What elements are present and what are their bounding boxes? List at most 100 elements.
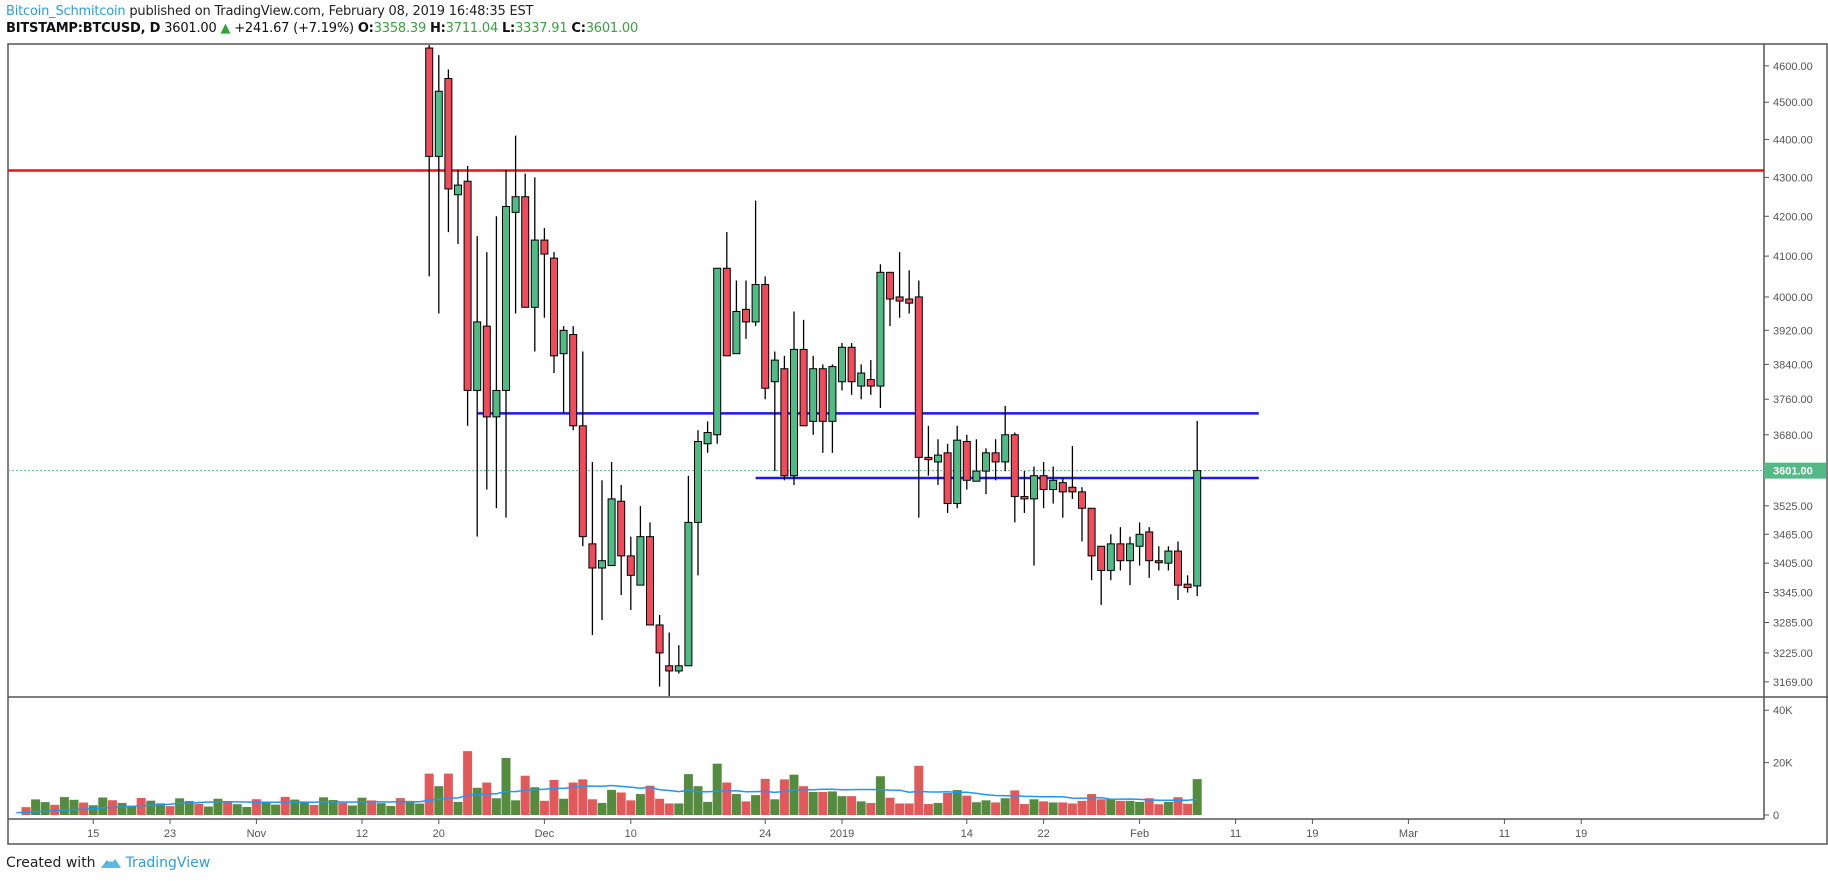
candle-body (1087, 507, 1096, 557)
volume-bar (175, 798, 185, 815)
candle-body (905, 298, 914, 304)
volume-bar (98, 797, 108, 815)
volume-bar (770, 799, 780, 815)
volume-bar (1029, 799, 1039, 815)
volume-bar (357, 797, 367, 815)
candle-body (857, 372, 866, 387)
candle-body (665, 665, 674, 672)
time-axis[interactable]: 15 23 Nov 12 20 Dec 10 24 2019 14 22 Feb 11 19 Mar 11 19 (87, 819, 1587, 840)
drawn-horizontal-lines[interactable] (8, 169, 1764, 480)
candle-body (1039, 475, 1048, 491)
tradingview-link[interactable]: TradingView (125, 855, 211, 871)
price-tick-label: 4300.00 (1773, 172, 1813, 184)
candle-body (598, 560, 606, 569)
candle-body (722, 267, 731, 357)
volume-bar (674, 803, 684, 815)
volume-bar (827, 791, 837, 815)
volume-bar (117, 802, 127, 815)
volume-bar (395, 798, 405, 815)
volume-bar (779, 779, 789, 815)
candle-body (569, 334, 578, 427)
volume-tick-label: 0 (1773, 810, 1779, 822)
volume-bar (808, 791, 818, 815)
time-tick-label: 2019 (830, 828, 854, 840)
volume-bar (693, 786, 703, 815)
volume-bar (434, 786, 444, 815)
time-tick-label: Dec (535, 828, 555, 840)
time-tick-label: 22 (1037, 828, 1049, 840)
volume-bar (251, 799, 261, 815)
volume-bar (453, 801, 463, 815)
candle-body (799, 348, 808, 427)
volume-bar (539, 800, 549, 815)
volume-bar (146, 800, 156, 815)
candle-body (1116, 543, 1125, 562)
volume-tick-label: 40K (1773, 705, 1793, 717)
time-tick-label: Mar (1399, 828, 1418, 840)
author-link[interactable]: Bitcoin_Schmitcoin (6, 4, 126, 19)
candle-body (914, 296, 923, 458)
time-tick-label: 19 (1306, 828, 1318, 840)
candle-body (982, 452, 990, 472)
candle-body (425, 47, 434, 157)
volume-bar (463, 751, 473, 815)
candle-body (1068, 486, 1077, 493)
candle-body (924, 456, 933, 461)
candle-body (636, 536, 645, 586)
volume-bar (751, 795, 761, 815)
candle-body (943, 452, 952, 505)
candle-body (492, 389, 501, 418)
volume-bar (655, 798, 665, 815)
price-change: +241.67 (+7.19%) (234, 21, 354, 36)
time-tick-label: 20 (433, 828, 445, 840)
volume-bar (952, 790, 962, 815)
volume-moving-average (16, 784, 1198, 814)
volume-bar (933, 802, 943, 815)
candle-body (434, 90, 443, 157)
candle-body (1078, 491, 1086, 509)
time-tick-label: 12 (356, 828, 368, 840)
volume-bar (1000, 798, 1010, 815)
volume-bar (837, 796, 847, 815)
volume-bar (491, 798, 501, 815)
volume-bar (347, 805, 357, 815)
volume-bar (1010, 790, 1020, 815)
volume-bar (520, 775, 530, 815)
volume-bar (386, 805, 396, 815)
volume-bar (40, 802, 50, 815)
price-axis[interactable]: 4600.00 4500.00 4400.00 4300.00 4200.00 4100.… (1764, 61, 1826, 689)
volume-bar (88, 805, 98, 815)
volume-bar (184, 801, 194, 815)
candle-body (876, 271, 885, 387)
triangle-up-icon: ▲ (220, 21, 231, 36)
volume-bar (136, 797, 146, 815)
candle-body (1154, 560, 1163, 564)
volume-bar (21, 807, 31, 815)
volume-bar (731, 794, 741, 815)
volume-bar (367, 800, 377, 815)
volume-bar (530, 787, 540, 815)
candle-body (655, 624, 664, 654)
price-candles (425, 45, 1202, 696)
volume-bar (1144, 798, 1154, 815)
volume-bar (923, 804, 933, 815)
volume-bar (1096, 799, 1106, 815)
candle-body (1001, 434, 1010, 463)
volume-bar (626, 800, 636, 815)
volume-tick-label: 20K (1773, 758, 1793, 770)
volume-bar (616, 792, 626, 815)
candle-body (934, 454, 942, 463)
volume-bar (943, 793, 953, 815)
volume-bar (376, 803, 386, 815)
candle-body (1145, 531, 1154, 562)
candle-body (607, 498, 616, 567)
volume-bar (895, 803, 905, 815)
volume-bar (789, 774, 799, 815)
tradingview-cloud-icon (100, 859, 121, 868)
price-tick-label: 3680.00 (1773, 430, 1813, 442)
candle-body (809, 368, 818, 422)
candle-body (1183, 583, 1192, 589)
candle-body (1164, 550, 1173, 564)
price-tick-label: 3840.00 (1773, 359, 1813, 371)
